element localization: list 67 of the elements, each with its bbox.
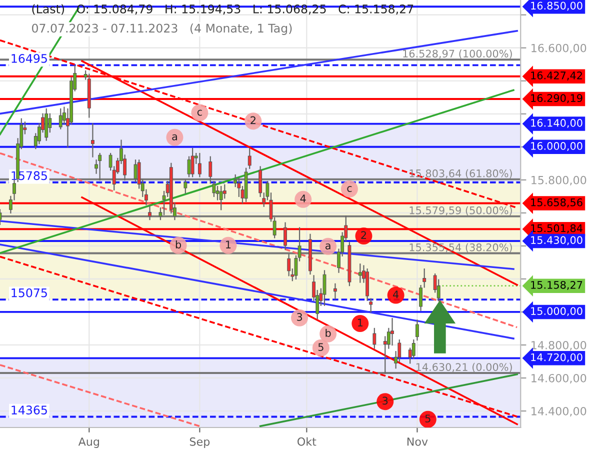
candlestick <box>184 179 188 194</box>
annotation: b <box>176 240 182 248</box>
candlestick <box>190 148 194 178</box>
candlestick <box>416 320 419 341</box>
annotation: 3 <box>382 396 388 405</box>
candlestick <box>58 108 62 130</box>
ref-line-label: 15.000,00 <box>531 307 582 316</box>
x-tick-label: Aug <box>78 438 99 448</box>
candlestick <box>208 156 212 184</box>
y-tick-label: 16.600,00 <box>532 44 586 54</box>
annotation: 5 <box>318 343 324 351</box>
point <box>340 180 358 198</box>
candlestick <box>148 206 152 220</box>
annotation: c <box>347 186 352 192</box>
candlestick <box>284 222 287 250</box>
annotation: 2 <box>250 116 256 124</box>
y-tick-label: 14.800,00 <box>532 340 586 350</box>
ref-line-label: 15.430,00 <box>531 236 582 246</box>
candlestick <box>369 298 373 313</box>
text: 07.07.2023 - 07.11.2023 (4 Monate, 1 Tag) <box>32 24 292 35</box>
ref-line-label: 14.630,21 (0.00%) <box>416 362 512 372</box>
ref-line-label: 16495 <box>12 54 47 63</box>
candlestick <box>198 152 202 178</box>
candlestick <box>322 270 326 306</box>
candlestick <box>187 156 191 178</box>
annotation: 4 <box>393 290 399 298</box>
point <box>320 238 337 255</box>
candlestick <box>358 264 362 283</box>
x-tick-label: Sep <box>190 437 210 448</box>
annotation: 4 <box>300 194 306 202</box>
ref-line-label: 15.158,27 <box>531 280 582 290</box>
ref-line-label: 15075 <box>12 288 47 298</box>
candlestick <box>219 186 223 210</box>
x-tick-label: Nov <box>407 438 428 446</box>
candlestick <box>333 283 337 300</box>
annotation: 5 <box>425 414 430 422</box>
ref-line-label: 15.658,56 <box>531 198 582 208</box>
candlestick <box>44 108 48 141</box>
ref-line-label: 16.850,00 <box>531 2 582 11</box>
candlestick <box>91 123 94 158</box>
annotation: 1 <box>358 318 363 326</box>
annotation: a <box>172 134 177 140</box>
candlestick <box>98 152 102 180</box>
y-tick-label: 15.800,00 <box>532 176 586 186</box>
ref-line-label: 16.427,42 <box>531 71 582 80</box>
ref-line-label: 16.000,00 <box>531 142 582 151</box>
y-tick-label: 14.400,00 <box>532 406 586 417</box>
ref-line-label: 16.290,19 <box>531 94 582 104</box>
annotation: 1 <box>226 240 231 248</box>
x-tick-label: Okt <box>298 437 316 446</box>
annotation: b <box>326 328 331 337</box>
annotation: a <box>326 243 330 250</box>
ref-line-label: 15.501,84 <box>531 224 582 234</box>
annotation: c <box>197 110 202 116</box>
annotation: 2 <box>361 231 366 239</box>
ref-line-label: 15.579,59 (50.00%) <box>410 206 512 216</box>
y-tick-label: 14.600,00 <box>532 374 586 384</box>
candlestick <box>248 148 252 169</box>
ref-line-label: 14365 <box>12 406 47 414</box>
candlestick <box>212 181 216 197</box>
ref-line-label: 16.140,00 <box>531 118 582 128</box>
candlestick <box>134 160 138 182</box>
ref-line-label: 14.720,00 <box>531 353 582 362</box>
ref-line-label: 16.528,97 (100.00%) <box>403 50 512 59</box>
annotation: 3 <box>297 313 302 321</box>
candlestick <box>372 328 376 349</box>
candlestick <box>390 318 394 346</box>
